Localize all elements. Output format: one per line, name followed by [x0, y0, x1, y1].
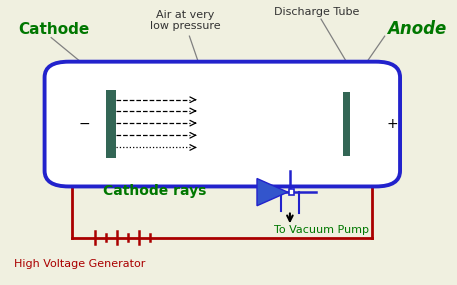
- Text: −: −: [78, 117, 90, 131]
- Bar: [343, 92, 350, 156]
- Text: Anode: Anode: [387, 20, 446, 38]
- Text: +: +: [387, 117, 399, 131]
- FancyBboxPatch shape: [45, 62, 400, 186]
- Bar: [106, 90, 116, 158]
- Text: High Voltage Generator: High Voltage Generator: [14, 259, 145, 269]
- Text: Cathode rays: Cathode rays: [103, 184, 206, 198]
- Text: To Vacuum Pump: To Vacuum Pump: [274, 225, 368, 235]
- Text: Air at very
low pressure: Air at very low pressure: [150, 10, 220, 31]
- Polygon shape: [257, 178, 288, 206]
- Text: Cathode: Cathode: [18, 22, 90, 36]
- Text: Discharge Tube: Discharge Tube: [274, 7, 359, 17]
- Bar: [288, 189, 294, 195]
